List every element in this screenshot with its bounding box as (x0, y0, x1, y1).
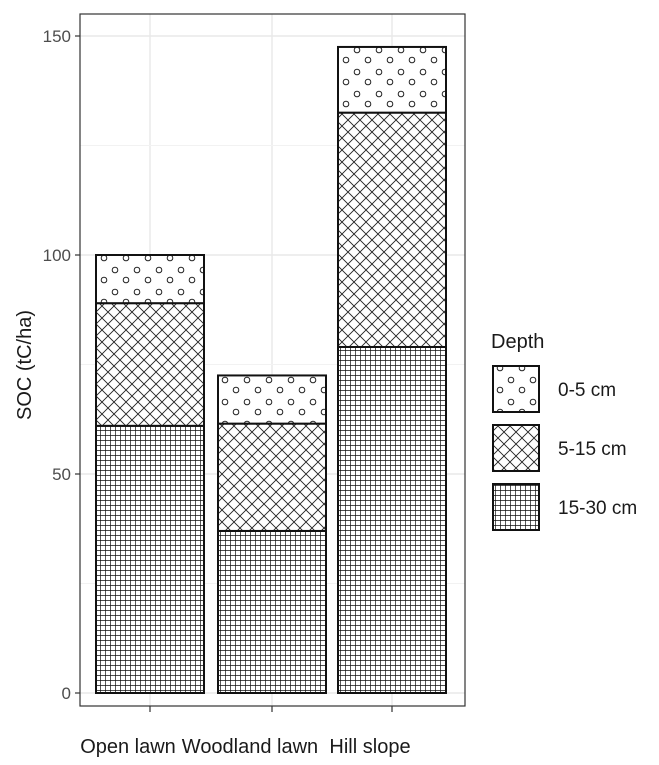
bar-segment-1-3 (95, 254, 205, 305)
y-tick-label: 150 (43, 27, 71, 46)
y-tick-label: 50 (52, 465, 71, 484)
bar-segment-2-1 (217, 529, 327, 694)
bar-segment-3-1 (337, 345, 447, 694)
legend-swatch (492, 483, 540, 531)
y-tick-label: 0 (62, 684, 71, 703)
bar-segment-2-3 (217, 374, 327, 425)
bar-segment-1-2 (95, 302, 205, 427)
x-category-label: Hill slope (329, 736, 410, 758)
bar-segment-3-3 (337, 45, 447, 114)
bar-segment-3-2 (337, 111, 447, 348)
legend-swatch (492, 424, 540, 472)
bar-segment-1-1 (95, 424, 205, 694)
y-axis-title: SOC (tC/ha) (14, 310, 36, 420)
legend: Depth 0-5 cm 5-15 cm 15-30 cm (491, 331, 637, 531)
legend-label: 5-15 cm (558, 439, 627, 460)
x-category-label: Open lawn (80, 736, 176, 758)
legend-title: Depth (491, 331, 544, 353)
legend-label: 15-30 cm (558, 498, 637, 519)
x-category-label: Woodland lawn (182, 736, 318, 758)
legend-swatch (492, 365, 540, 413)
bar-segment-2-2 (217, 422, 327, 532)
y-tick-label: 100 (43, 246, 71, 265)
legend-label: 0-5 cm (558, 380, 616, 401)
